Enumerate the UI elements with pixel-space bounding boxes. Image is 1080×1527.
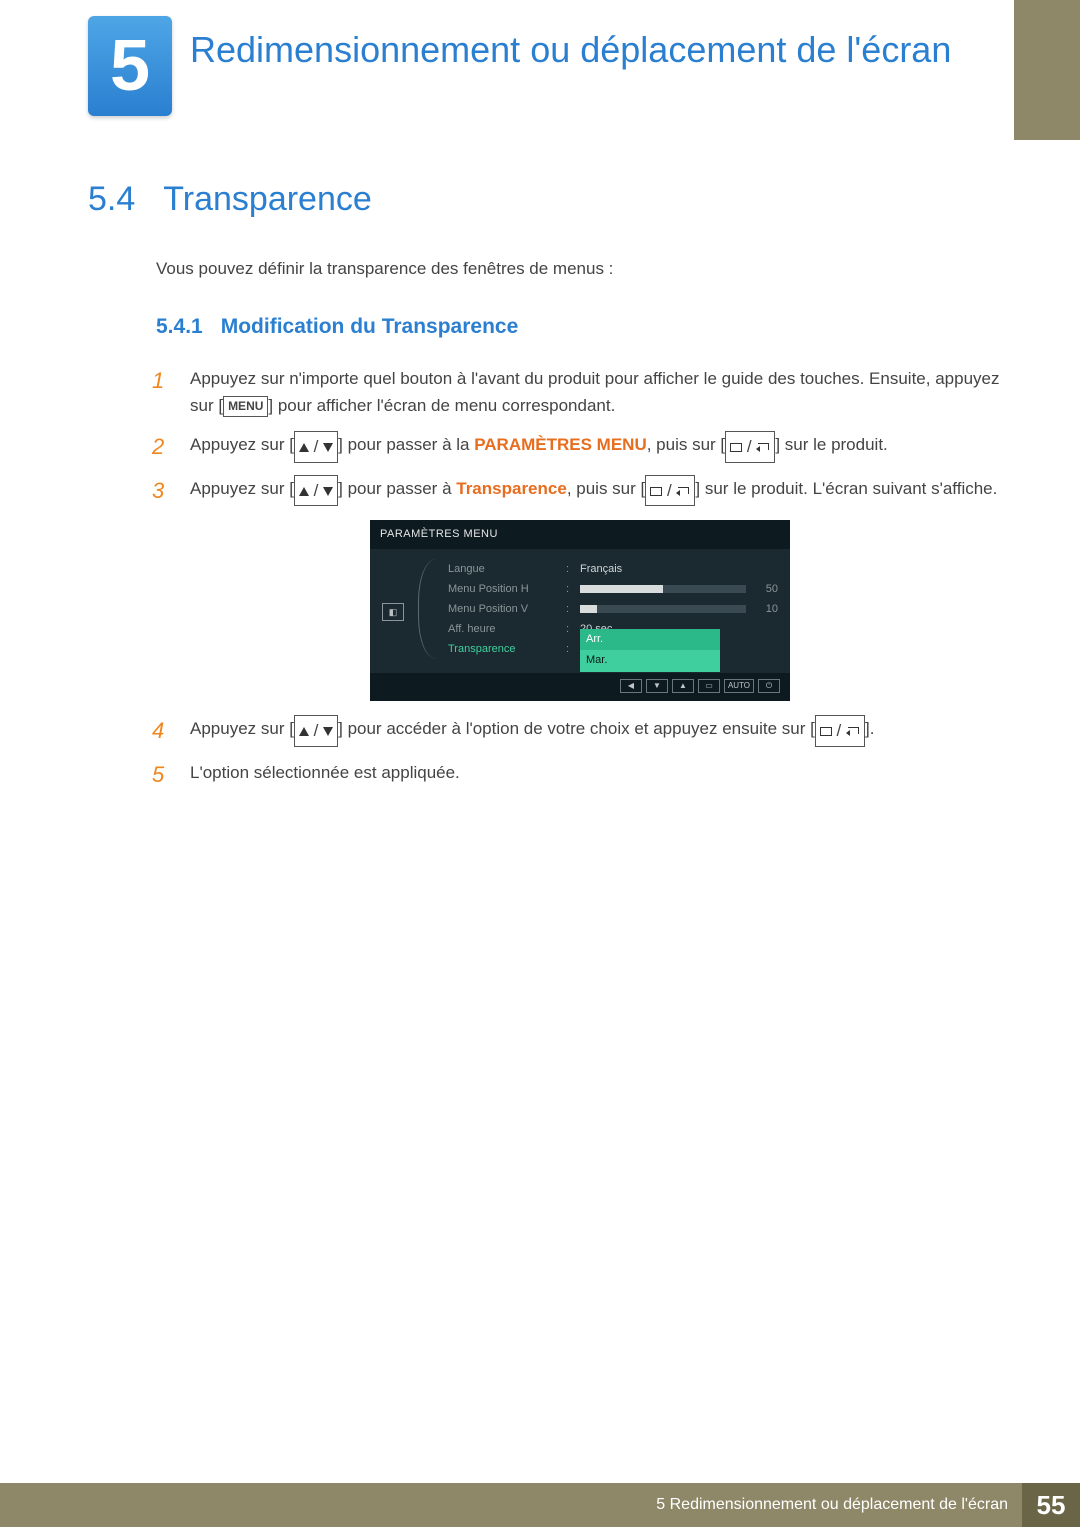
up-down-icon: / [294, 431, 338, 462]
step-4: Appuyez sur [ / ] pour accéder à l'optio… [180, 715, 1020, 746]
step-5: L'option sélectionnée est appliquée. [180, 759, 1020, 786]
osd-row-transparence: Transparence : Arr. Mar. [448, 639, 778, 659]
up-down-icon: / [294, 475, 338, 506]
osd-nav-bar: ◀ ▼ ▲ ▭ AUTO ⏻ [370, 673, 790, 701]
subsection-number: 5.4.1 [156, 315, 203, 339]
osd-category-icon: ◧ [382, 603, 404, 621]
osd-body: ◧ Langue : Français Menu Position H : [370, 549, 790, 673]
rect-enter-icon: / [815, 715, 865, 746]
intro-paragraph: Vous pouvez définir la transparence des … [156, 259, 1020, 279]
footer-text: 5 Redimensionnement ou déplacement de l'… [656, 1496, 1008, 1514]
slider-fill [580, 585, 663, 593]
osd-nav-auto: AUTO [724, 679, 754, 693]
subsection-heading: 5.4.1 Modification du Transparence [156, 315, 1020, 339]
steps-list: Appuyez sur n'importe quel bouton à l'av… [180, 365, 1020, 786]
osd-curve-decoration [418, 559, 436, 659]
section-heading: 5.4 Transparence [88, 180, 1020, 219]
chapter-number-box: 5 [88, 16, 172, 116]
slider-fill [580, 605, 597, 613]
subsection-title: Modification du Transparence [221, 315, 519, 339]
osd-row-langue: Langue : Français [448, 559, 778, 579]
osd-title: PARAMÈTRES MENU [370, 520, 790, 550]
osd-option-arr: Arr. [580, 629, 720, 651]
slider-bar [580, 585, 746, 593]
osd-icon-column: ◧ [382, 559, 410, 659]
step-3: Appuyez sur [ / ] pour passer à Transpar… [180, 475, 1020, 702]
slider-bar [580, 605, 746, 613]
osd-nav-up-icon: ▲ [672, 679, 694, 693]
osd-option-mar: Mar. [580, 650, 720, 672]
page-footer: 5 Redimensionnement ou déplacement de l'… [0, 1483, 1080, 1527]
osd-row-menu-v: Menu Position V : 10 [448, 599, 778, 619]
target-parametres-menu: PARAMÈTRES MENU [474, 435, 647, 454]
osd-screenshot: PARAMÈTRES MENU ◧ Langue : Français Menu [370, 520, 790, 702]
chapter-title: Redimensionnement ou déplacement de l'éc… [190, 28, 1020, 71]
osd-items: Langue : Français Menu Position H : 50 M… [448, 559, 778, 659]
osd-nav-down-icon: ▼ [646, 679, 668, 693]
target-transparence: Transparence [456, 479, 567, 498]
footer-page-number: 55 [1022, 1483, 1080, 1527]
rect-enter-icon: / [645, 475, 695, 506]
menu-button-label: MENU [223, 396, 268, 417]
osd-nav-power-icon: ⏻ [758, 679, 780, 693]
osd-dropdown: Arr. Mar. [580, 629, 720, 672]
osd-row-menu-h: Menu Position H : 50 [448, 579, 778, 599]
up-down-icon: / [294, 715, 338, 746]
section-number: 5.4 [88, 180, 135, 219]
osd-nav-source-icon: ▭ [698, 679, 720, 693]
page-header: 5 Redimensionnement ou déplacement de l'… [0, 0, 1080, 140]
page-content: 5.4 Transparence Vous pouvez définir la … [88, 180, 1020, 798]
chapter-number: 5 [110, 25, 150, 107]
rect-enter-icon: / [725, 431, 775, 462]
footer-bar: 5 Redimensionnement ou déplacement de l'… [0, 1483, 1022, 1527]
step-1: Appuyez sur n'importe quel bouton à l'av… [180, 365, 1020, 419]
section-title: Transparence [163, 180, 372, 219]
header-side-accent [1014, 0, 1080, 140]
step-2: Appuyez sur [ / ] pour passer à la PARAM… [180, 431, 1020, 462]
osd-nav-back-icon: ◀ [620, 679, 642, 693]
